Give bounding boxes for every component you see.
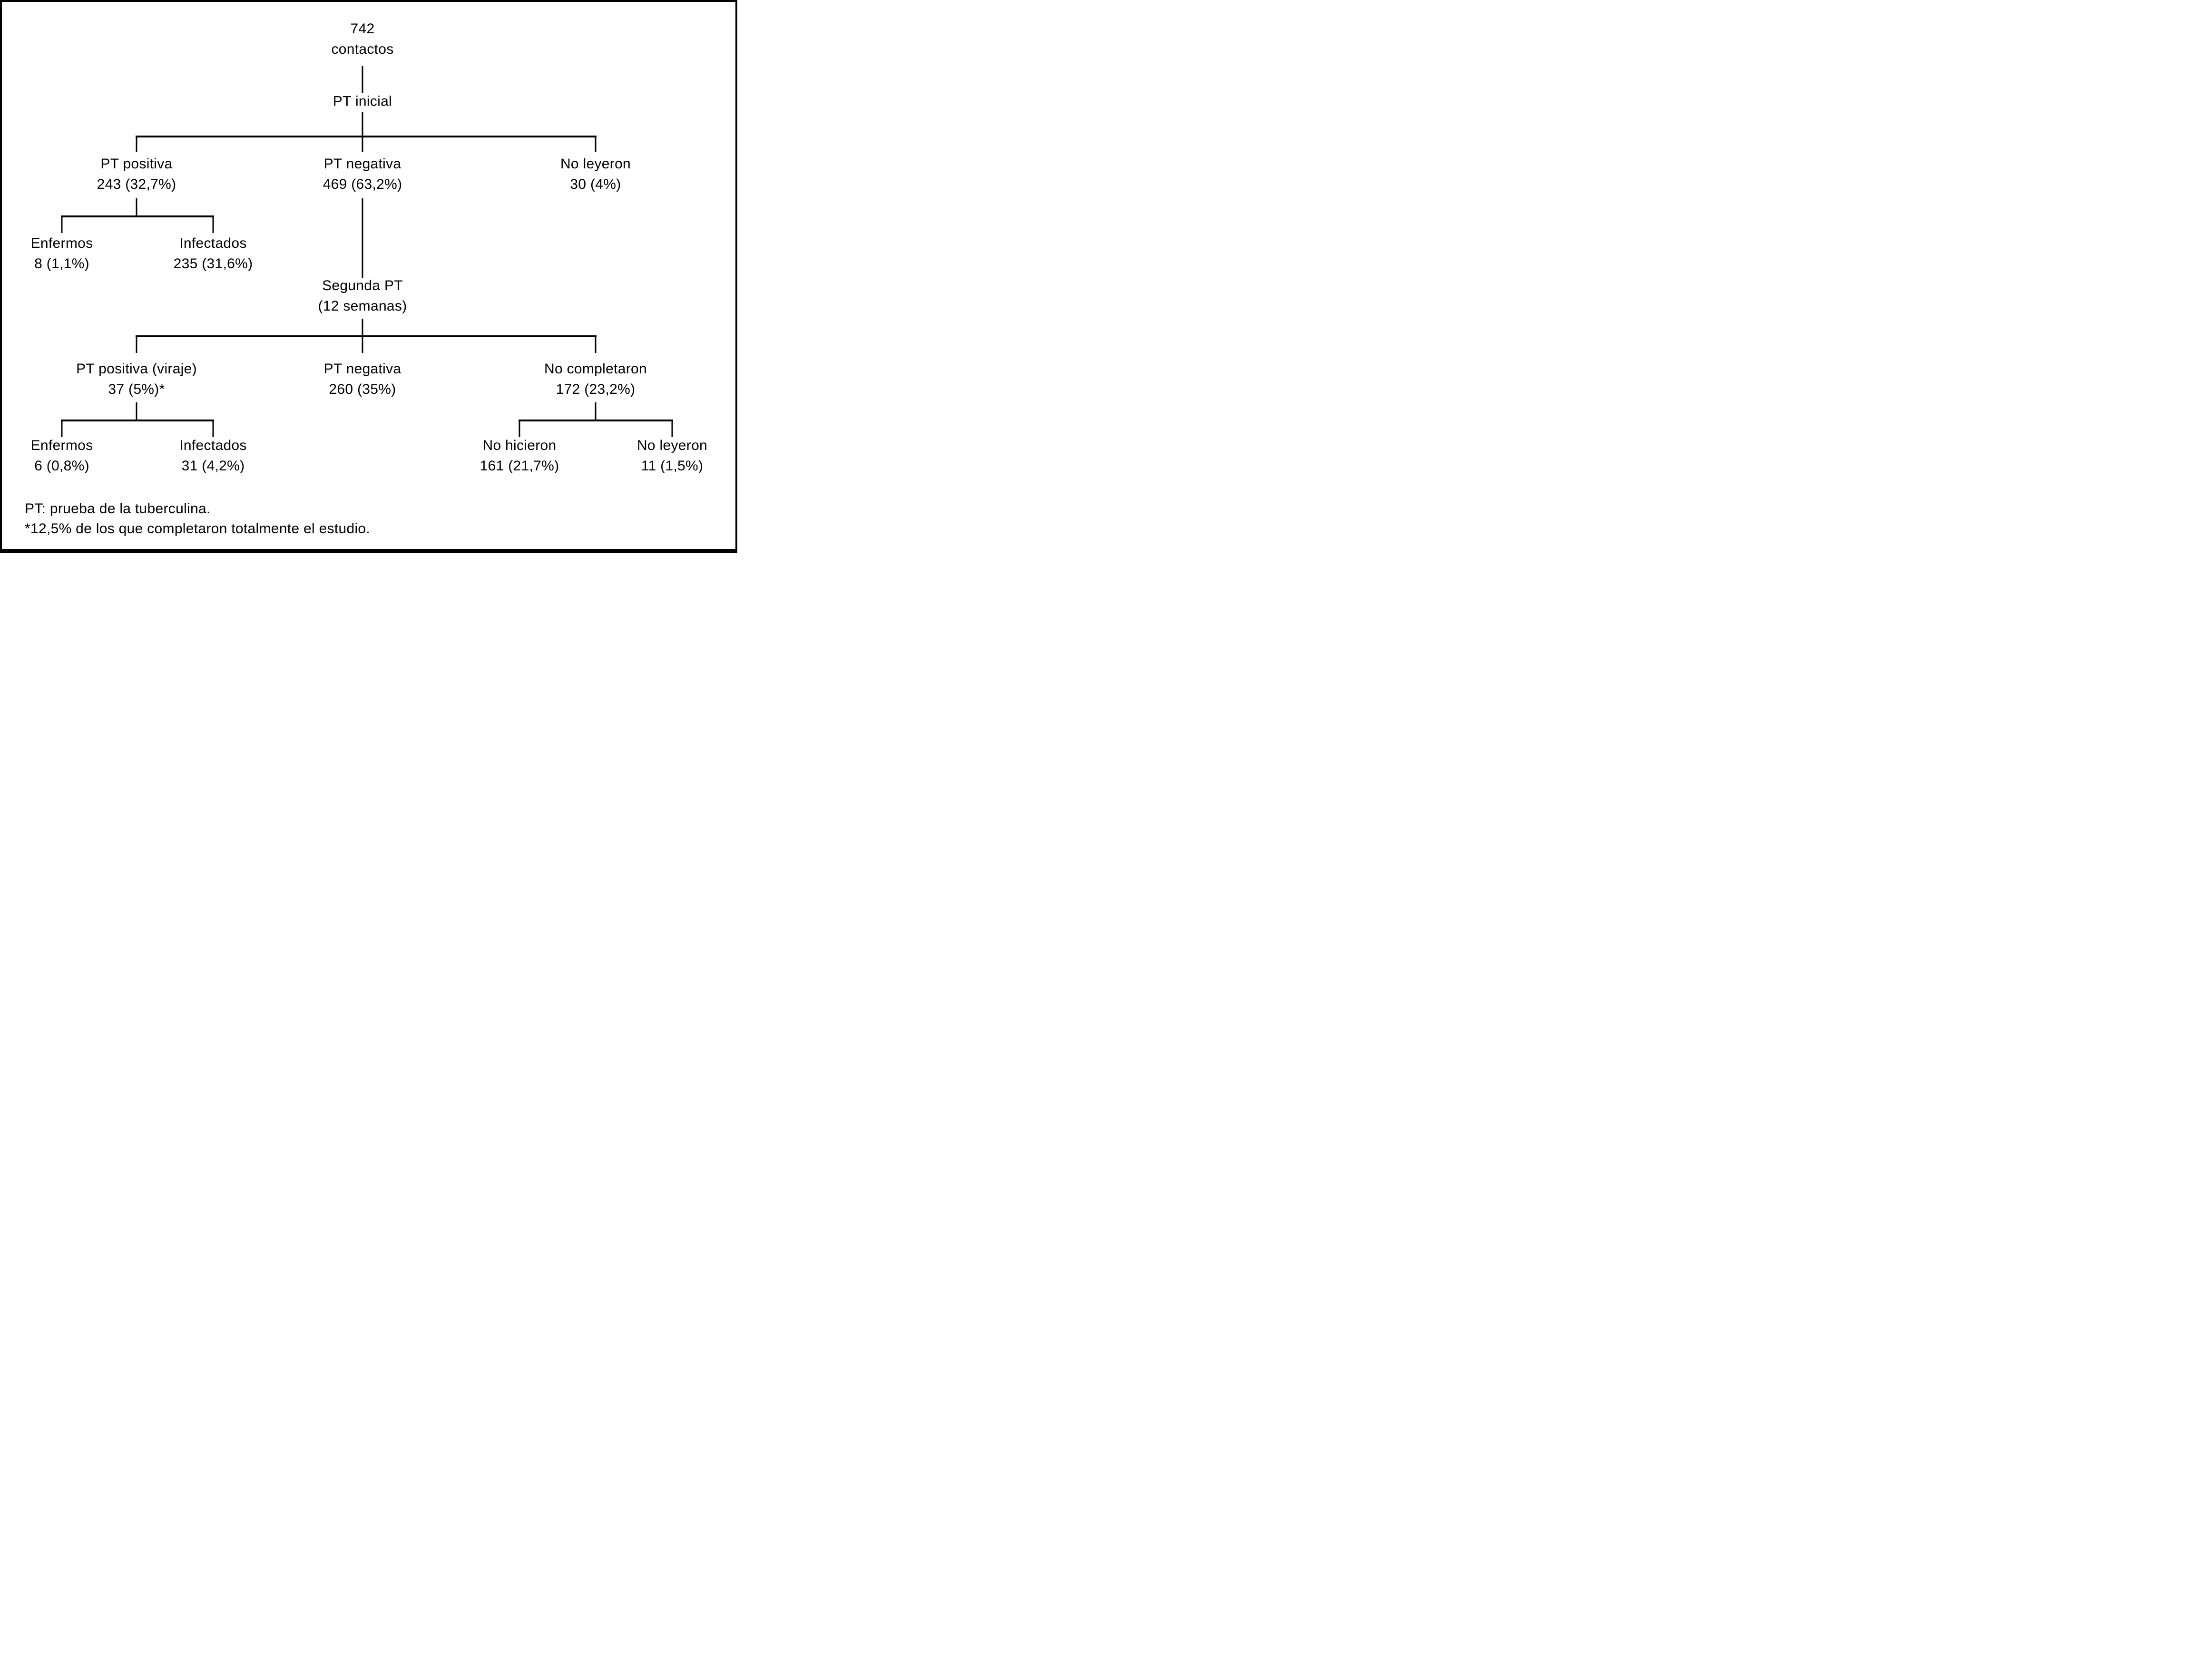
node-segunda-pt: Segunda PT (12 semanas) [318,275,407,316]
connector-positiva-stub [136,198,137,216]
node-infectados-2-value: 31 (4,2%) [181,458,245,474]
connector-segunda-stub [362,319,363,336]
connector-branch2-drop-right [212,216,214,233]
node-segunda-pt-line1: Segunda PT [322,278,403,293]
node-pt-positiva-1-label: PT positiva [100,156,173,172]
connector-branch2-drop-left [61,216,63,233]
node-enfermos-1-label: Enfermos [30,235,93,251]
connector-branch4-drop-right [212,420,214,437]
node-no-leyeron-1-value: 30 (4%) [570,176,621,192]
connector-branch1-drop-right [595,136,597,152]
node-pt-negativa-1-value: 469 (63,2%) [323,176,402,192]
footnote-asterisk: *12,5% de los que completaron totalmente… [25,521,371,537]
node-pt-positiva-viraje: PT positiva (viraje) 37 (5%)* [76,359,197,400]
connector-branch4-horizontal [61,420,214,421]
node-no-hicieron-label: No hicieron [482,438,557,453]
connector-branch1-horizontal [136,136,597,137]
node-infectados-1-label: Infectados [179,235,247,251]
footnote-abbreviation: PT: prueba de la tuberculina. [25,501,211,517]
node-total-contacts-count: 742 [350,21,375,37]
connector-branch3-drop-left [136,336,137,353]
node-enfermos-2-value: 6 (0,8%) [34,458,89,474]
connector-initial-stub [362,112,363,137]
node-infectados-1: Infectados 235 (31,6%) [174,233,253,274]
node-pt-inicial: PT inicial [333,91,392,112]
node-no-completaron-value: 172 (23,2%) [556,381,636,397]
node-no-completaron: No completaron 172 (23,2%) [544,359,647,400]
node-pt-positiva-1-value: 243 (32,7%) [97,176,176,192]
node-no-hicieron: No hicieron 161 (21,7%) [480,435,559,476]
node-infectados-1-value: 235 (31,6%) [173,256,253,272]
connector-branch3-drop-right [595,336,597,353]
flowchart-canvas: 742 contactos PT inicial PT positiva 243… [0,0,737,553]
node-enfermos-1: Enfermos 8 (1,1%) [31,233,93,274]
connector-viraje-stub [136,402,137,420]
node-pt-negativa-2: PT negativa 260 (35%) [324,359,401,400]
node-pt-negativa-1: PT negativa 469 (63,2%) [323,154,402,195]
connector-branch3-drop-center [362,336,363,353]
connector-branch3-horizontal [136,335,597,337]
node-infectados-2: Infectados 31 (4,2%) [179,435,246,476]
node-pt-negativa-2-value: 260 (35%) [329,381,396,397]
connector-negativa-to-segunda [362,198,363,278]
node-enfermos-1-value: 8 (1,1%) [34,256,89,272]
connector-branch1-drop-left [136,136,137,152]
connector-branch5-drop-left [519,420,520,437]
node-no-leyeron-1: No leyeron 30 (4%) [560,154,631,195]
node-pt-negativa-1-label: PT negativa [323,156,401,172]
node-pt-positiva-1: PT positiva 243 (32,7%) [97,154,176,195]
connector-root-to-initial [362,66,363,93]
node-no-leyeron-2: No leyeron 11 (1,5%) [637,435,707,476]
node-no-leyeron-2-label: No leyeron [636,438,708,453]
connector-branch2-horizontal [61,215,214,217]
node-enfermos-2: Enfermos 6 (0,8%) [31,435,93,476]
node-pt-negativa-2-label: PT negativa [323,361,401,377]
connector-branch1-drop-center [362,136,363,152]
node-pt-positiva-viraje-value: 37 (5%)* [108,381,165,397]
node-segunda-pt-line2: (12 semanas) [318,298,407,314]
node-infectados-2-label: Infectados [179,438,247,453]
node-total-contacts-label: contactos [331,41,394,57]
node-pt-positiva-viraje-label: PT positiva (viraje) [76,361,197,377]
node-no-leyeron-1-label: No leyeron [560,156,631,172]
connector-branch5-horizontal [519,420,673,421]
node-no-leyeron-2-value: 11 (1,5%) [641,458,704,474]
connector-branch5-drop-right [671,420,673,437]
connector-branch4-drop-left [61,420,63,437]
connector-nocompletaron-stub [595,402,597,420]
node-total-contacts: 742 contactos [331,19,393,59]
node-enfermos-2-label: Enfermos [30,438,93,453]
node-no-hicieron-value: 161 (21,7%) [480,458,559,474]
node-pt-inicial-label: PT inicial [333,93,392,109]
node-no-completaron-label: No completaron [544,361,647,377]
